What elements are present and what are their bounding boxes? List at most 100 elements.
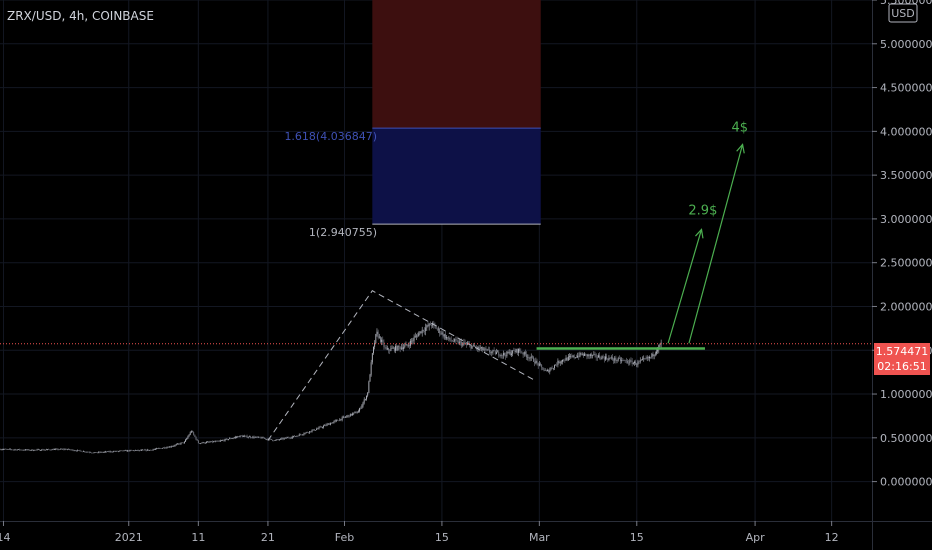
candle-body [69,448,71,450]
candle-body [42,449,44,451]
candle-body [171,446,173,448]
candle-body [216,440,218,442]
fibonacci-extension[interactable] [372,0,541,225]
candle-body [504,353,505,356]
candle-body [395,346,396,351]
candle-body [649,356,650,359]
candle-body [509,351,511,355]
candle-body [465,344,467,345]
candle-body [247,437,249,438]
candle-body [81,451,83,453]
candle-body [235,437,236,438]
swing-trendline[interactable] [267,290,537,441]
candle-body [252,436,254,438]
candle-body [617,357,619,361]
candle-body [319,426,321,428]
candle-body [600,358,602,360]
candle-body [61,448,62,450]
candle-body [375,334,377,344]
candle-body [415,335,417,337]
candle-body [524,351,526,355]
symbol-title: ZRX/USD, 4h, COINBASE [7,9,154,23]
candle-body [37,449,39,451]
candle-body [125,450,127,452]
candle-body [8,448,10,450]
target-arrow[interactable] [688,144,744,344]
candle-body [591,354,592,356]
candle-body [63,449,65,450]
candle-body [102,452,104,453]
candle-body [189,432,191,435]
candle-body [224,439,226,441]
grid-lines [0,0,872,521]
candle-body [594,354,596,355]
candle-body [232,438,234,439]
candle-body [450,340,452,341]
candle-body [237,436,239,438]
candle-body [495,352,497,355]
candle-body [555,364,557,366]
candle-body [551,367,553,369]
candle-body [269,438,271,440]
candle-body [366,395,367,400]
candle-body [373,346,374,354]
candle-body [183,441,185,443]
candle-body [650,356,652,358]
candle-body [636,364,638,366]
candle-body [470,344,472,349]
time-axis[interactable]: 14 2021 11 21 Feb 15 Mar 15 Apr 12 [0,521,839,544]
candle-body [418,333,420,337]
x-tick-label: 15 [630,531,644,544]
candle-body [9,448,11,450]
candle-body [260,437,262,439]
candle-body [153,449,155,450]
candle-body [635,361,637,365]
x-tick-label: 15 [435,531,449,544]
candle-body [576,357,577,358]
candle-body [41,449,43,451]
candle-body [425,327,427,332]
price-axis[interactable]: 5.5000005.0000004.5000004.0000003.500000… [872,0,932,489]
candle-body [276,439,278,441]
target-label-4[interactable]: 4$ [731,120,748,135]
candle-body [95,452,97,453]
candle-body [47,449,49,450]
candle-body [523,351,525,355]
candle-body [653,354,655,357]
candle-body [536,360,538,363]
candle-body [489,349,490,353]
candle-body [201,442,203,444]
target-arrow[interactable] [667,229,703,344]
candle-body [240,435,242,437]
currency-button[interactable]: USD [888,3,918,23]
candle-body [403,347,405,350]
candle-body [309,431,311,433]
candle-body [352,413,354,416]
target-label-2-9[interactable]: 2.9$ [688,204,717,219]
candle-body [208,441,210,443]
candle-body [332,422,334,424]
candle-body [218,441,220,442]
candle-body [12,449,14,451]
candle-body [223,440,225,441]
candle-body [291,436,293,438]
candle-body [599,355,601,359]
candle-body [471,346,473,349]
candle-body [168,446,170,448]
candle-body [243,436,245,437]
candle-body [447,337,449,339]
candle-body [287,437,289,439]
candle-body [631,360,633,365]
candle-body [439,328,441,334]
candle-body [78,450,80,451]
candle-body [21,449,23,451]
candle-body [521,352,523,354]
candle-body [267,439,269,440]
drawings-layer[interactable] [0,143,872,441]
candle-body [259,436,261,438]
candle-body [84,451,86,452]
candle-body [354,412,356,413]
candle-body [392,347,394,349]
candle-body [473,345,475,347]
